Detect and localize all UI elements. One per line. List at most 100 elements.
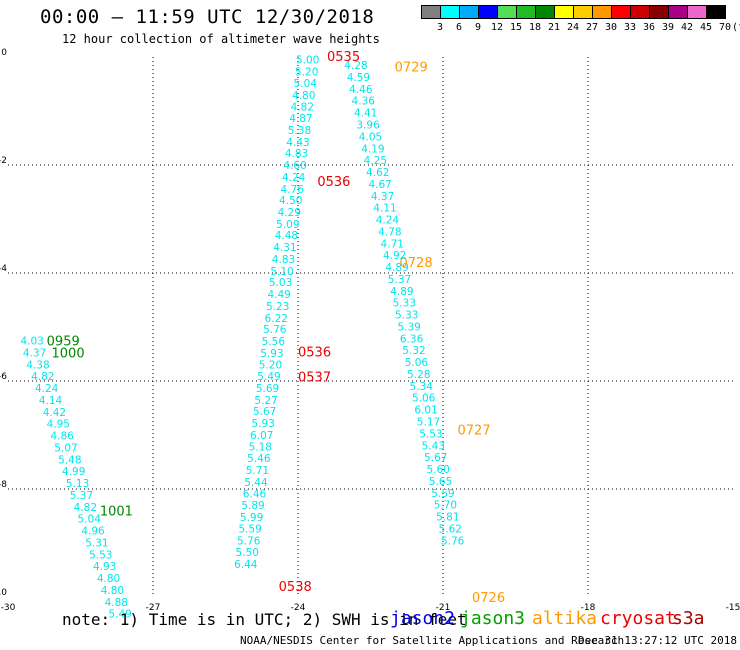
swh-value-label: 5.32 — [402, 345, 425, 357]
swh-value-label: 5.27 — [254, 395, 277, 407]
swh-value-label: 4.03 — [20, 336, 43, 348]
swh-value-label: 4.46 — [349, 84, 373, 96]
swh-value-label: 5.70 — [434, 500, 457, 512]
swh-value-label: 5.28 — [407, 369, 430, 381]
swh-value-label: 5.37 — [70, 490, 93, 502]
color-scale-label: 3 — [437, 22, 444, 33]
swh-value-label: 4.49 — [267, 289, 290, 301]
swh-value-label: 5.46 — [247, 453, 271, 465]
swh-value-label: 4.48 — [275, 230, 298, 242]
color-scale-label: 12 — [491, 22, 504, 33]
swh-value-label: 5.00 — [296, 55, 319, 67]
swh-value-label: 4.88 — [105, 597, 128, 609]
swh-value-label: 5.93 — [252, 418, 275, 430]
pass-time-label: 1000 — [52, 346, 85, 361]
swh-value-label: 5.89 — [241, 500, 264, 512]
y-tick-label: -2 — [0, 156, 7, 166]
swh-value-label: 4.25 — [364, 155, 387, 167]
satellite-s3a: s3a — [672, 608, 705, 629]
swh-value-label: 4.19 — [361, 143, 384, 155]
swh-value-label: 5.33 — [395, 310, 418, 322]
swh-value-label: 5.34 — [410, 381, 434, 393]
swh-value-label: 5.20 — [295, 67, 318, 79]
swh-value-label: 5.44 — [244, 477, 268, 489]
pass-time-label: 0728 — [400, 256, 433, 271]
color-scale-label: 21 — [548, 22, 561, 33]
pass-time-label: 0536 — [298, 345, 331, 360]
swh-value-label: 4.78 — [378, 226, 401, 238]
swh-value-label: 4.71 — [381, 238, 404, 250]
swh-value-label: 5.81 — [436, 512, 459, 524]
swh-value-label: 5.23 — [266, 301, 289, 313]
swh-value-label: 5.67 — [253, 406, 276, 418]
swh-value-label: 5.37 — [388, 274, 411, 286]
swh-value-label: 5.09 — [276, 219, 299, 231]
pass-time-label: 0959 — [47, 335, 80, 350]
swh-value-label: 5.62 — [439, 523, 462, 535]
swh-value-label: 5.69 — [256, 383, 279, 395]
swh-value-label: 5.43 — [422, 440, 445, 452]
swh-value-label: 5.76 — [237, 535, 261, 547]
swh-value-label: 5.67 — [424, 452, 447, 464]
swh-value-label: 4.83 — [272, 254, 295, 266]
swh-value-label: 5.59 — [431, 488, 454, 500]
swh-value-label: 4.24 — [282, 172, 306, 184]
swh-value-label: 4.86 — [50, 431, 74, 443]
swh-value-label: 4.11 — [373, 203, 396, 215]
swh-value-label: 4.80 — [292, 90, 315, 102]
swh-value-label: 5.56 — [262, 336, 286, 348]
swh-value-label: 6.01 — [414, 405, 437, 417]
swh-value-label: 4.95 — [47, 419, 70, 431]
pass-time-label: 1001 — [100, 505, 133, 520]
swh-value-label: 4.99 — [62, 466, 85, 478]
color-scale-label: (ft) — [732, 22, 740, 33]
color-scale-label: 27 — [586, 22, 599, 33]
swh-value-label: 5.50 — [236, 547, 259, 559]
swh-value-label: 5.10 — [270, 266, 293, 278]
timestamp-text: Dec 31 13:27:12 UTC 2018 — [578, 634, 737, 647]
swh-value-label: 4.37 — [23, 347, 46, 359]
color-scale-label: 24 — [567, 22, 580, 33]
color-scale-label: 15 — [510, 22, 523, 33]
pass-time-label: 0729 — [395, 61, 428, 76]
swh-value-label: 4.82 — [31, 371, 54, 383]
swh-value-label: 4.41 — [354, 108, 377, 120]
swh-value-label: 4.36 — [352, 96, 376, 108]
swh-value-label: 4.05 — [359, 131, 382, 143]
color-scale-label: 30 — [605, 22, 618, 33]
swh-value-label: 4.38 — [26, 359, 49, 371]
note-text: note: 1) Time is in UTC; 2) SWH is in fe… — [62, 610, 467, 629]
swh-value-label: 5.65 — [429, 476, 452, 488]
swh-value-label: 4.50 — [279, 195, 302, 207]
pass-time-label: 0538 — [279, 580, 312, 595]
swh-value-label: 5.18 — [249, 441, 272, 453]
x-tick-label: -18 — [581, 603, 596, 613]
swh-value-label: 5.20 — [259, 359, 282, 371]
swh-value-label: 6.44 — [234, 559, 258, 571]
swh-value-label: 5.93 — [260, 348, 283, 360]
swh-value-label: 4.93 — [93, 561, 116, 573]
swh-value-label: 4.43 — [286, 137, 309, 149]
swh-value-label: 5.38 — [288, 125, 311, 137]
swh-value-label: 4.59 — [347, 72, 370, 84]
swh-value-label: 4.89 — [390, 286, 413, 298]
swh-value-label: 5.06 — [412, 393, 436, 405]
satellite-cryosat: cryosat — [600, 608, 676, 629]
swh-value-label: 5.49 — [108, 609, 131, 621]
y-tick-label: -10 — [0, 588, 7, 598]
swh-value-label: 6.07 — [250, 430, 273, 442]
swh-value-label: 4.82 — [74, 502, 97, 514]
swh-value-label: 4.24 — [376, 215, 400, 227]
color-scale-label: 70 — [719, 22, 732, 33]
pass-time-label: 0536 — [317, 175, 350, 190]
x-tick-label: -27 — [146, 603, 161, 613]
chart-title: 00:00 – 11:59 UTC 12/30/2018 — [40, 6, 375, 28]
swh-value-label: 4.92 — [383, 250, 406, 262]
pass-time-label: 0726 — [472, 591, 505, 606]
x-tick-label: -30 — [1, 603, 16, 613]
color-scale-label: 6 — [456, 22, 463, 33]
y-tick-label: -4 — [0, 264, 7, 274]
satellite-jason3: jason3 — [460, 608, 526, 629]
